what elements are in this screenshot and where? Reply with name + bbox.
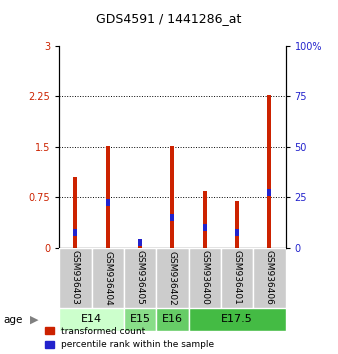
Bar — [138, 239, 142, 248]
Text: GDS4591 / 1441286_at: GDS4591 / 1441286_at — [96, 12, 242, 25]
Bar — [253, 248, 286, 308]
Text: E16: E16 — [162, 314, 183, 325]
Text: age: age — [3, 315, 23, 325]
Text: E17.5: E17.5 — [221, 314, 253, 325]
Text: GSM936405: GSM936405 — [136, 250, 145, 306]
Legend: transformed count, percentile rank within the sample: transformed count, percentile rank withi… — [45, 327, 214, 349]
Bar — [106, 199, 110, 206]
Bar — [235, 229, 239, 236]
Text: E14: E14 — [81, 314, 102, 325]
Text: GSM936404: GSM936404 — [103, 251, 112, 305]
Bar — [73, 177, 77, 248]
Bar — [189, 248, 221, 308]
Text: GSM936406: GSM936406 — [265, 250, 274, 306]
Bar — [203, 224, 207, 231]
Bar — [73, 229, 77, 236]
Bar — [124, 248, 156, 308]
Bar — [267, 189, 271, 196]
Text: ▶: ▶ — [30, 315, 39, 325]
Text: GSM936402: GSM936402 — [168, 251, 177, 305]
Text: E15: E15 — [129, 314, 150, 325]
Text: GSM936400: GSM936400 — [200, 250, 209, 306]
Bar — [59, 308, 124, 331]
Text: GSM936403: GSM936403 — [71, 250, 80, 306]
Bar — [170, 214, 174, 221]
Bar — [92, 248, 124, 308]
Bar — [189, 308, 286, 331]
Bar — [124, 308, 156, 331]
Bar — [156, 308, 189, 331]
Bar — [106, 145, 110, 248]
Bar — [235, 201, 239, 248]
Bar — [59, 248, 92, 308]
Bar — [138, 239, 142, 246]
Bar — [156, 248, 189, 308]
Text: GSM936401: GSM936401 — [233, 250, 242, 306]
Bar — [203, 190, 207, 248]
Bar — [267, 95, 271, 248]
Bar — [221, 248, 253, 308]
Bar — [170, 145, 174, 248]
